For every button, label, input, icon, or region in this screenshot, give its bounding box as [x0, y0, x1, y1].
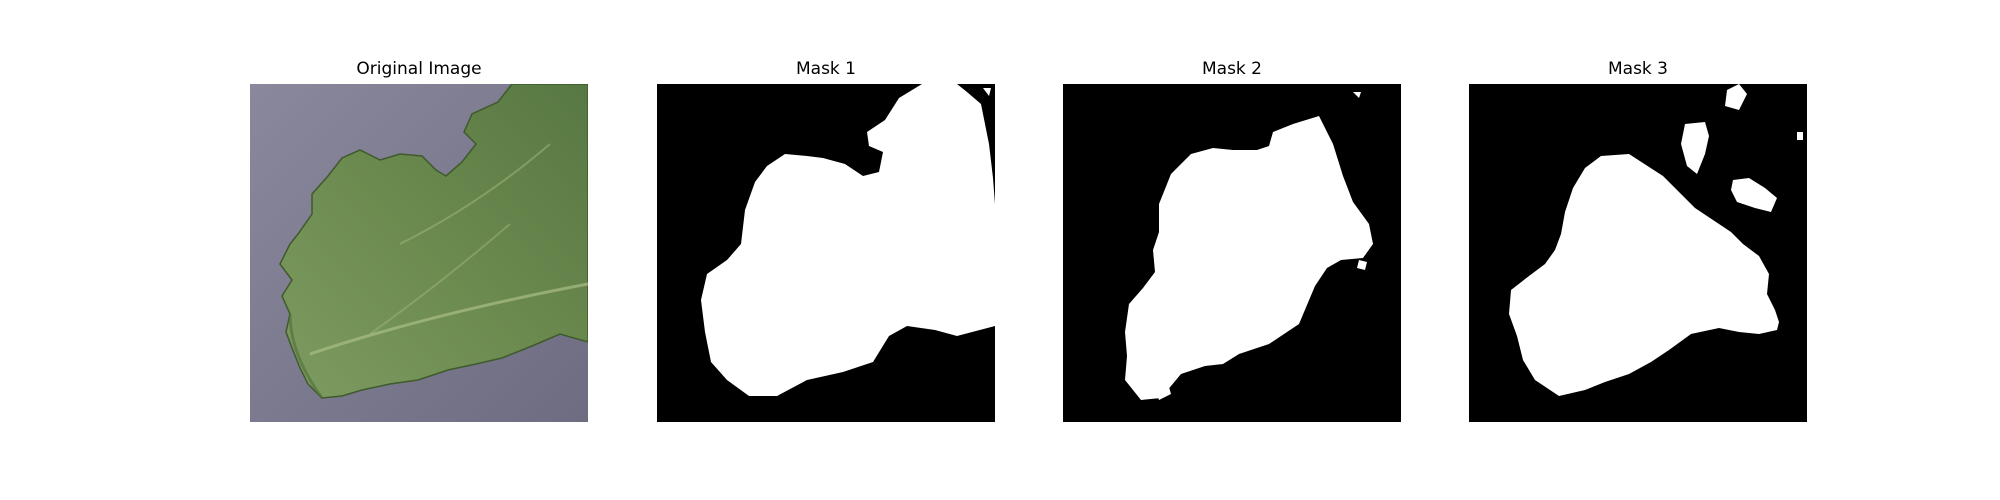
mask-3-image — [1469, 84, 1807, 422]
leaf-edge-shadow — [288, 313, 324, 399]
mask-noise-2 — [1357, 260, 1367, 270]
mask-blob-2 — [1731, 178, 1777, 212]
mask-foreground — [1125, 116, 1373, 400]
panel-title-mask-1: Mask 1 — [795, 59, 856, 79]
mask-foreground — [701, 84, 995, 396]
mask-blob-1 — [1681, 122, 1709, 174]
leaf-vein-lower — [369, 223, 511, 335]
mask-noise-3 — [1353, 92, 1361, 98]
mask-speck — [983, 88, 991, 96]
leaf-shape — [279, 84, 588, 399]
panel-title-mask-2: Mask 2 — [1201, 59, 1262, 79]
mask-noise-1 — [1153, 380, 1171, 400]
panel-title-original-image: Original Image — [356, 59, 482, 79]
mask-2-image — [1063, 84, 1401, 422]
mask-1-image — [657, 84, 995, 422]
panel-title-mask-3: Mask 3 — [1607, 59, 1668, 79]
leaf-vein-upper — [399, 143, 551, 245]
mask-blob-4 — [1797, 132, 1803, 140]
mask-foreground — [1509, 154, 1779, 396]
original-image — [250, 84, 588, 422]
leaf-vein-main — [309, 282, 588, 356]
mask-blob-3 — [1725, 84, 1747, 110]
